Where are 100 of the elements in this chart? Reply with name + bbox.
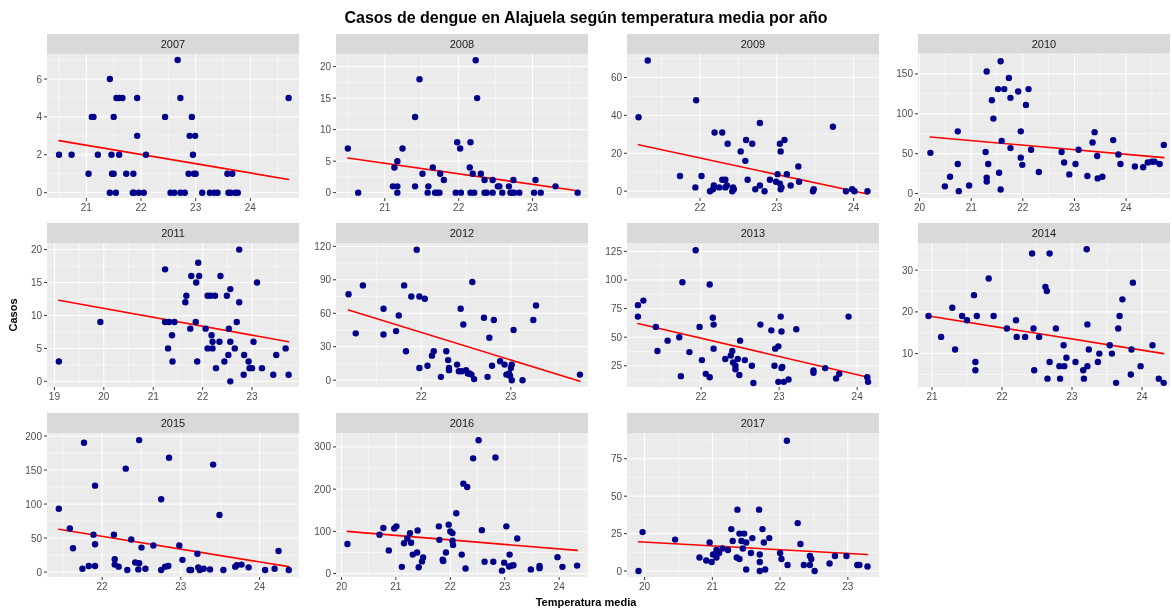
chart-title: 2015 [160,417,186,429]
x-tick-label: 24 [553,581,566,592]
x-tick-label: 24 [848,202,860,213]
y-tick-label: 20 [319,61,332,73]
x-tick-label: 21 [965,202,978,213]
y-tick-label: 5 [325,155,332,167]
y-tick-label: 120 [314,240,332,252]
x-tick-label: 23 [190,202,202,213]
x-tick-label: 23 [505,391,517,402]
chart-title: 2016 [449,417,475,429]
y-tick-label: 0 [325,187,332,199]
x-tick-label: 21 [379,202,391,213]
y-tick-label: 60 [319,307,332,319]
y-tick-label: 20 [610,147,623,159]
y-tick-label: 90 [319,274,332,286]
x-tick-label: 22 [695,391,708,402]
y-tick-label: 50 [901,148,914,160]
y-tick-label: 0 [325,374,332,386]
chart-title: 2012 [449,227,475,239]
chart-title: 2007 [160,38,186,50]
y-tick-label: 300 [314,441,332,453]
x-tick-label: 23 [773,391,786,402]
x-tick-label: 19 [48,391,61,402]
y-tick-label: 40 [610,109,623,121]
y-tick-label: 15 [319,92,332,104]
x-tick-label: 24 [254,581,266,592]
x-tick-label: 24 [1136,391,1148,402]
chart-title: 2014 [1031,227,1057,239]
chart-title: 2013 [740,227,766,239]
y-tick-label: 6 [36,73,43,85]
y-tick-label: 50 [30,532,43,544]
x-tick-label: 24 [1120,202,1133,213]
x-tick-label: 23 [246,391,259,402]
chart-title: 2011 [161,227,185,239]
x-tick-label: 21 [80,202,93,213]
y-tick-label: 50 [610,490,623,502]
x-tick-label: 23 [499,581,511,592]
y-tick-label: 50 [610,331,623,343]
x-tick-label: 22 [96,581,109,592]
x-tick-label: 22 [415,391,428,402]
y-tick-label: 2 [36,149,43,161]
x-tick-label: 20 [639,581,651,592]
x-tick-label: 21 [147,391,160,402]
y-tick-label: 200 [25,430,43,442]
text: Casos de dengue en Alajuela según temperatura media por año [344,9,828,26]
y-tick-label: 20 [901,306,914,318]
x-tick-label: 23 [527,202,539,213]
y-tick-label: 0 [325,568,332,580]
x-tick-label: 23 [1068,202,1081,213]
y-tick-label: 20 [30,244,43,256]
x-tick-label: 23 [1066,391,1078,402]
y-tick-label: 150 [896,68,914,80]
y-tick-label: 5 [36,342,43,354]
x-tick-label: 22 [444,581,457,592]
x-tick-label: 20 [913,202,926,213]
y-tick-label: 25 [610,528,623,540]
chart-title: 2009 [740,38,766,50]
y-tick-label: 0 [616,185,623,197]
y-tick-label: 150 [25,464,43,476]
x-tick-label: 22 [996,391,1008,402]
x-tick-label: 22 [774,581,787,592]
y-tick-label: 75 [610,453,623,465]
x-tick-label: 22 [135,202,148,213]
y-tick-label: 0 [907,188,914,200]
chart-title: 2008 [449,38,475,50]
y-tick-label: 125 [605,245,623,257]
chart-title: 2010 [1031,38,1057,50]
x-tick-label: 22 [694,202,706,213]
y-tick-label: 100 [605,274,623,286]
x-tick-label: 21 [706,581,719,592]
chart-title: 2017 [740,417,766,429]
y-tick-label: 4 [36,111,43,123]
y-tick-label: 100 [896,108,914,120]
y-tick-label: 60 [610,71,623,83]
y-tick-label: 75 [610,303,623,315]
y-tick-label: 10 [30,309,43,321]
x-tick-label: 20 [98,391,110,402]
x-tick-label: 24 [244,202,257,213]
y-tick-label: 10 [901,348,914,360]
y-tick-label: 100 [314,525,332,537]
x-tick-label: 21 [390,581,402,592]
x-axis-title: Temperatura media [535,596,638,608]
y-axis-title: Casos [7,298,19,332]
x-tick-label: 23 [771,202,783,213]
x-tick-label: 24 [851,391,864,402]
x-tick-label: 21 [926,391,938,402]
y-tick-label: 200 [314,483,332,495]
y-tick-label: 100 [25,498,43,510]
y-tick-label: 10 [319,124,332,136]
y-tick-label: 25 [610,360,623,372]
y-tick-label: 30 [319,341,332,353]
y-tick-label: 0 [36,375,43,387]
x-tick-label: 22 [453,202,465,213]
y-tick-label: 15 [30,277,43,289]
x-tick-label: 22 [1017,202,1029,213]
x-tick-label: 20 [335,581,348,592]
y-tick-label: 0 [616,565,623,577]
y-tick-label: 0 [36,187,43,199]
x-tick-label: 22 [197,391,209,402]
y-tick-label: 30 [901,264,914,276]
